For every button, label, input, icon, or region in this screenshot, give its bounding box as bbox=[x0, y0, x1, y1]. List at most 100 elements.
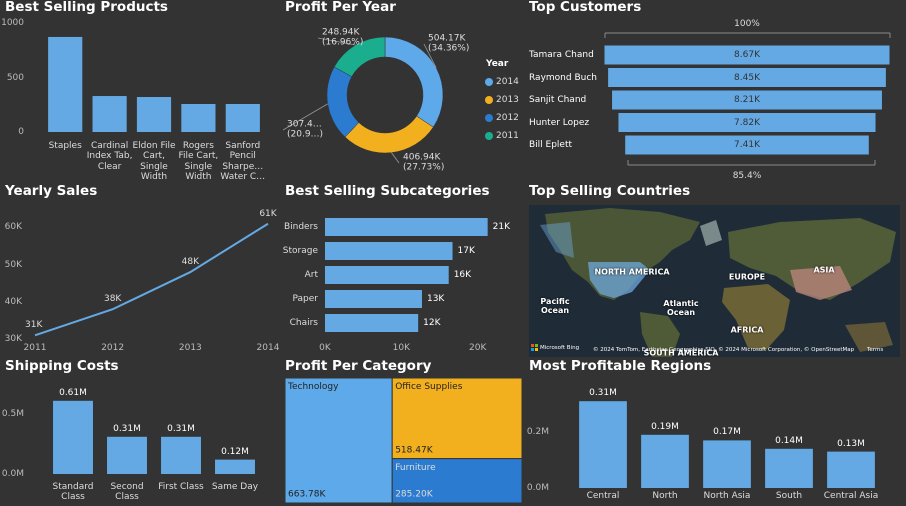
x-tick-label: 20K bbox=[469, 342, 487, 353]
value-label: 48K bbox=[181, 256, 200, 267]
leader-line bbox=[391, 152, 400, 164]
funnel-bar bbox=[618, 113, 876, 132]
bar bbox=[703, 440, 751, 488]
value-label: 8.45K bbox=[734, 72, 760, 83]
land bbox=[545, 208, 700, 300]
chart-title: Best Selling Subcategories bbox=[285, 183, 490, 199]
map-label: AFRICA bbox=[730, 325, 764, 335]
legend-label: 2013 bbox=[496, 94, 519, 105]
category-label: Tamara Chand bbox=[529, 49, 594, 60]
donut-slice bbox=[326, 66, 360, 138]
bar bbox=[92, 96, 127, 132]
bar bbox=[325, 290, 422, 308]
value-label: 0.61M bbox=[59, 387, 87, 398]
highlighted-region bbox=[790, 266, 852, 300]
highlighted-region bbox=[588, 262, 650, 298]
y-tick-label: 40K bbox=[4, 296, 22, 307]
x-tick-label: Staples bbox=[48, 141, 82, 151]
value-label: 0.31M bbox=[167, 423, 195, 434]
treemap-cell bbox=[391, 458, 523, 504]
value-label: 17K bbox=[457, 245, 475, 256]
value-label: 0.31M bbox=[589, 388, 617, 399]
chart-title: Most Profitable Regions bbox=[529, 358, 712, 374]
funnel-top-label: 100% bbox=[734, 18, 760, 29]
chart-title: Profit Per Category bbox=[285, 358, 432, 374]
y-tick-label: 0.0M bbox=[1, 468, 24, 479]
category-label: Raymond Buch bbox=[529, 72, 597, 83]
x-tick-label: Eldon File Cart, Single Width bbox=[132, 141, 176, 183]
funnel-bar bbox=[604, 45, 890, 65]
map-layer bbox=[529, 205, 900, 357]
bar bbox=[107, 436, 147, 474]
value-label: 12K bbox=[423, 317, 441, 328]
x-tick-label: Central bbox=[586, 491, 620, 501]
value-label: 0.13M bbox=[837, 438, 865, 449]
x-tick-label: 2011 bbox=[23, 342, 47, 353]
legend-marker bbox=[485, 78, 493, 86]
x-tick-label: South bbox=[775, 491, 803, 501]
treemap-value: 518.47K bbox=[395, 445, 433, 456]
y-tick-label: 0.2M bbox=[526, 426, 549, 437]
x-tick-label: 10K bbox=[392, 342, 411, 353]
legend-marker bbox=[485, 96, 493, 104]
x-tick-label: Second Class bbox=[110, 482, 144, 503]
value-label: 0.31M bbox=[113, 423, 141, 434]
map-attribution: © 2024 TomTom, Earthstar Geographics SIO… bbox=[593, 346, 855, 353]
chart-title: Profit Per Year bbox=[285, 0, 396, 15]
donut-slice bbox=[344, 115, 434, 154]
category-label: Hunter Lopez bbox=[529, 117, 590, 128]
y-tick-label: 0.5M bbox=[1, 408, 24, 419]
leader-line bbox=[317, 37, 356, 46]
chart-title: Yearly Sales bbox=[5, 183, 98, 199]
chart-title: Top Selling Countries bbox=[529, 183, 691, 199]
logo-square bbox=[531, 344, 534, 347]
map-label: EUROPE bbox=[728, 272, 766, 282]
logo-square bbox=[535, 344, 538, 347]
bar bbox=[765, 448, 813, 488]
treemap-value: 663.78K bbox=[288, 489, 326, 500]
value-label: 0.19M bbox=[651, 421, 679, 432]
y-tick-label: 30K bbox=[4, 333, 22, 344]
land bbox=[700, 220, 722, 246]
x-tick-label: Same Day bbox=[211, 482, 259, 492]
bar bbox=[325, 218, 488, 236]
x-tick-label: North bbox=[652, 491, 678, 501]
value-label: 0.17M bbox=[713, 427, 741, 438]
bar bbox=[325, 314, 419, 332]
funnel-frame bbox=[604, 32, 891, 166]
x-tick-label: 2014 bbox=[256, 342, 280, 353]
y-tick-label: 0.0M bbox=[526, 482, 549, 493]
bar bbox=[215, 459, 255, 474]
x-tick-label: North Asia bbox=[703, 491, 751, 501]
y-tick-label: 50K bbox=[4, 259, 22, 270]
category-label: Binders bbox=[283, 221, 318, 232]
land bbox=[845, 322, 893, 352]
category-label: Storage bbox=[282, 245, 318, 256]
legend-marker bbox=[485, 132, 493, 140]
treemap-label: Office Supplies bbox=[395, 382, 463, 392]
legend-label: 2011 bbox=[496, 130, 519, 141]
bar bbox=[325, 242, 453, 260]
bar bbox=[225, 103, 260, 132]
funnel-bar bbox=[625, 135, 869, 155]
category-label: Chairs bbox=[289, 317, 318, 328]
x-tick-label: Sanford Pencil Sharpe… Water C… bbox=[220, 141, 266, 183]
x-tick-label: Rogers File Cart, Single Width bbox=[178, 141, 219, 183]
y-tick-label: 1000 bbox=[1, 17, 24, 28]
leader-line bbox=[282, 103, 328, 131]
value-label: 307.4… (20.9…) bbox=[287, 119, 324, 140]
logo-square bbox=[535, 348, 538, 351]
legend-title: Year bbox=[486, 58, 509, 69]
treemap-value: 285.20K bbox=[395, 489, 433, 500]
x-tick-label: 2013 bbox=[178, 342, 202, 353]
x-tick-label: First Class bbox=[158, 482, 204, 492]
donut-slice bbox=[333, 36, 386, 77]
value-label: 21K bbox=[492, 221, 510, 232]
line bbox=[34, 222, 269, 337]
value-label: 38K bbox=[103, 294, 122, 305]
value-label: 8.21K bbox=[734, 94, 760, 105]
x-tick-label: 2012 bbox=[101, 342, 125, 353]
bar bbox=[48, 36, 83, 133]
x-tick-label: Standard Class bbox=[52, 482, 94, 503]
chart-title: Best Selling Products bbox=[5, 0, 168, 15]
